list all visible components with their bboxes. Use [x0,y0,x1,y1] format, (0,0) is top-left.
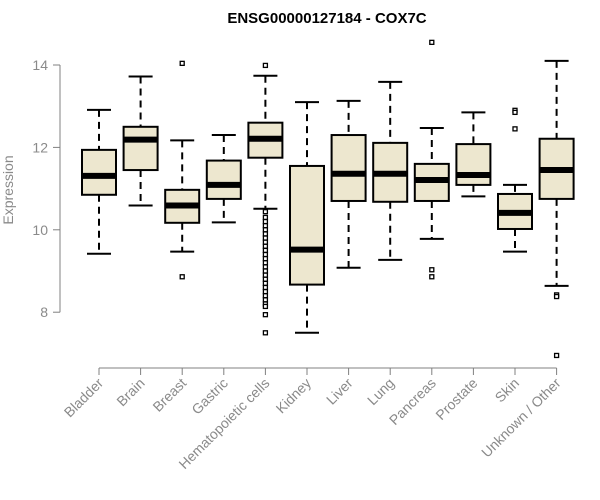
outlier-point [262,312,269,318]
outlier-point [262,288,269,295]
outlier-point [553,293,560,300]
x-tick-label: Unknown / Other [478,375,564,461]
outlier-point [262,235,269,241]
outlier-point [262,243,269,249]
box-lung [372,80,409,261]
outlier-point [262,303,269,310]
iqr-box [455,143,492,186]
outlier-point [429,39,435,45]
iqr-box [81,148,117,196]
outlier-point [512,126,518,132]
x-tick-label: Bladder [61,375,107,421]
x-tick-label: Breast [149,375,189,415]
outlier-point [429,274,435,280]
iqr-box [122,125,159,172]
outlier-point [429,267,435,273]
outlier-point [262,272,269,278]
outlier-point [262,284,269,291]
outlier-point [262,260,269,266]
outlier-point [262,209,269,215]
outlier-point [262,264,269,270]
outlier-point [262,218,269,225]
x-tick-label: Brain [113,375,147,409]
outlier-point [553,352,560,359]
x-tick-label: Kidney [273,375,315,417]
box-bladder [81,108,117,255]
y-tick-label: 14 [32,57,48,73]
outlier-point [262,239,269,245]
y-axis-label: Expression [0,155,16,224]
outlier-point [262,62,269,69]
outlier-point [262,293,269,299]
outlier-point [262,297,269,303]
x-tick-label: Prostate [432,375,480,423]
outlier-point [179,274,185,280]
box-unknown-other [538,59,575,359]
outlier-point [262,280,269,287]
outlier-point [262,223,269,229]
outlier-point [262,255,269,262]
box-kidney [289,101,325,334]
x-tick-label: Skin [492,375,523,406]
iqr-box [289,164,325,286]
x-tick-label: Lung [364,375,397,408]
box-brain [122,75,159,207]
chart-title: ENSG00000127184 - COX7C [227,10,426,27]
outlier-point [262,330,269,336]
iqr-box [205,159,242,200]
outlier-point [262,268,269,274]
box-liver [330,99,367,269]
box-gastric [205,134,242,224]
outlier-point [262,247,269,254]
box-pancreas [413,39,450,280]
outlier-point [512,109,518,116]
outlier-point [262,227,269,233]
box-breast [164,60,201,280]
box-prostate [455,111,492,198]
iqr-box [330,134,367,202]
y-tick-label: 12 [32,139,48,155]
outlier-point [262,251,269,258]
y-tick-label: 10 [32,222,48,238]
y-tick-label: 8 [40,304,48,320]
box-hematopoietic-cells [247,62,284,336]
outlier-point [262,214,269,221]
y-axis: 8 10 12 14 [32,57,61,320]
outlier-point [179,60,185,67]
boxes [81,39,575,359]
x-tick-label: Liver [323,375,356,408]
outlier-point [262,231,269,237]
outlier-point [262,276,269,282]
box-skin [497,107,533,253]
